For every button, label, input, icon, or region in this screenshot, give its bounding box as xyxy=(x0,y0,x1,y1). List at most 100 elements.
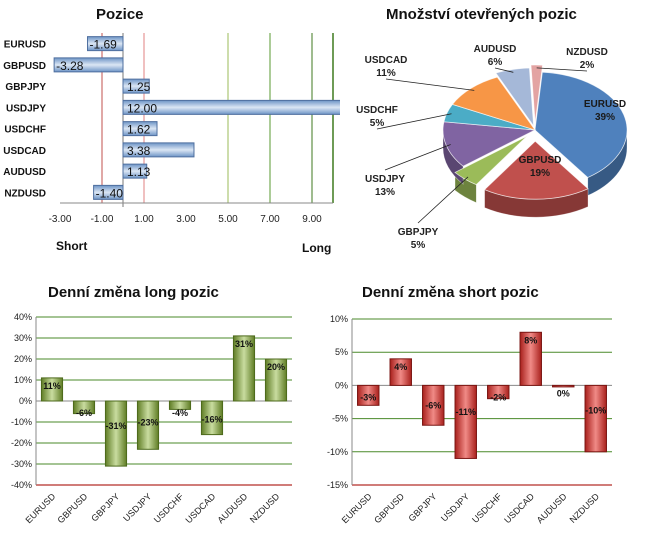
category-label: GBPUSD xyxy=(55,491,89,525)
value-label: 31% xyxy=(235,339,253,349)
bar-audusd xyxy=(232,335,256,402)
value-label: 1.62 xyxy=(127,123,151,137)
positions-chart: Pozice EURUSD -1.69 GBPUSD -3.28 GBPJPY 1.25 U… xyxy=(0,0,376,262)
bar-audusd xyxy=(552,384,575,388)
value-label: 11% xyxy=(43,381,61,391)
y-tick-label: 10% xyxy=(14,375,32,385)
value-label: 1.25 xyxy=(127,80,151,94)
slice-percent-label: 5% xyxy=(411,240,426,251)
short-label: Short xyxy=(56,239,87,253)
y-tick-label: 5% xyxy=(335,347,348,357)
y-tick-label: -20% xyxy=(11,438,32,448)
x-tick-label: 3.00 xyxy=(176,214,196,225)
value-label: -4% xyxy=(172,408,188,418)
bar-gbpjpy xyxy=(422,384,445,426)
slice-eurusd xyxy=(534,71,628,178)
x-tick-label: 5.00 xyxy=(218,214,238,225)
y-tick-label: -15% xyxy=(327,480,348,490)
value-label: -10% xyxy=(585,406,606,416)
value-label: -1.69 xyxy=(90,38,118,52)
value-label: -2% xyxy=(490,392,506,402)
category-label: USDJPY xyxy=(121,491,153,523)
bar-usdchf xyxy=(168,400,192,410)
x-tick-label: 1.00 xyxy=(134,214,154,225)
pie-chart-title: Množství otevřených pozic xyxy=(386,6,577,23)
leader-line xyxy=(536,67,588,72)
value-label: -3.28 xyxy=(56,59,84,73)
slice-percent-label: 13% xyxy=(375,187,395,198)
bar-usdjpy xyxy=(136,400,160,450)
slice-gbpusd xyxy=(483,140,589,200)
value-label: -6% xyxy=(425,400,441,410)
category-label: USDCHF xyxy=(4,125,46,136)
category-label: GBPUSD xyxy=(372,491,406,525)
leader-line xyxy=(417,176,469,224)
slice-name-label: AUDUSD xyxy=(474,44,517,55)
long-label: Long xyxy=(302,241,331,255)
slice-name-label: GBPJPY xyxy=(398,227,439,238)
value-label: -1.40 xyxy=(96,186,124,200)
bar-usdchf xyxy=(487,384,510,400)
short-change-chart-title: Denní změna short pozic xyxy=(362,284,539,301)
category-label: EURUSD xyxy=(23,491,57,525)
value-label: 3.38 xyxy=(127,144,151,158)
category-label: GBPJPY xyxy=(406,491,438,523)
category-label: GBPJPY xyxy=(89,491,121,523)
leader-line xyxy=(384,144,451,171)
bar-usdcad xyxy=(122,142,195,158)
bar-eurusd xyxy=(40,377,64,402)
category-label: GBPUSD xyxy=(3,61,46,72)
slice-percent-label: 2% xyxy=(580,60,595,71)
y-tick-label: 30% xyxy=(14,333,32,343)
category-label: AUDUSD xyxy=(535,491,569,525)
category-label: EURUSD xyxy=(4,40,46,51)
category-label: USDCAD xyxy=(183,491,217,525)
y-tick-label: 0% xyxy=(19,396,32,406)
slice-name-label: NZDUSD xyxy=(566,47,608,58)
slice-name-label: GBPUSD xyxy=(519,155,562,166)
bar-usdcad xyxy=(200,400,224,436)
y-tick-label: 40% xyxy=(14,312,32,322)
leader-line xyxy=(376,113,452,130)
bar-usdcad xyxy=(519,331,542,386)
slice-percent-label: 5% xyxy=(370,118,385,129)
slice-percent-label: 11% xyxy=(376,68,396,79)
value-label: 20% xyxy=(267,362,285,372)
slice-name-label: USDCHF xyxy=(356,105,398,116)
long-change-chart-title: Denní změna long pozic xyxy=(48,284,219,301)
bar-nzdusd xyxy=(264,358,288,402)
slice-name-label: USDJPY xyxy=(365,174,405,185)
bar-gbpjpy xyxy=(104,400,128,467)
pie-chart-svg: EURUSD 39% GBPUSD 19% GBPJPY 5% USDJPY 13% USDCH… xyxy=(356,44,628,251)
y-tick-label: 20% xyxy=(14,354,32,364)
category-label: USDJPY xyxy=(439,491,471,523)
slice-usdjpy xyxy=(442,121,537,167)
long-change-chart: Denní změna long pozic -40% -30% -20% -10% 0… xyxy=(0,278,320,535)
positions-chart-svg: EURUSD -1.69 GBPUSD -3.28 GBPJPY 1.25 USDJPY 12… xyxy=(3,33,376,255)
slice-nzdusd xyxy=(530,64,543,124)
x-tick-label: -1.00 xyxy=(91,214,114,225)
value-label: -3% xyxy=(360,392,376,402)
value-label: 8% xyxy=(524,335,537,345)
y-tick-label: -30% xyxy=(11,459,32,469)
category-label: USDJPY xyxy=(6,103,46,114)
positions-chart-title: Pozice xyxy=(96,6,144,23)
bar-usdchf xyxy=(122,121,158,137)
value-label: -23% xyxy=(137,418,158,428)
category-label: NZDUSD xyxy=(568,491,602,525)
value-label: -6% xyxy=(76,408,92,418)
short-change-chart: Denní změna short pozic -15% -10% -5% 0% 5% 1… xyxy=(320,278,657,535)
category-label: USDCHF xyxy=(152,491,186,525)
leader-line xyxy=(385,78,475,91)
bar-gbpusd xyxy=(72,400,96,415)
open-positions-pie-chart: Množství otevřených pozic EURUSD 39% GBPUS… xyxy=(340,0,657,270)
category-label: USDCAD xyxy=(3,146,46,157)
y-tick-label: -10% xyxy=(327,447,348,457)
value-label: -16% xyxy=(201,415,222,425)
bar-usdjpy xyxy=(454,384,477,459)
x-tick-label: -3.00 xyxy=(49,214,72,225)
y-tick-label: -40% xyxy=(11,480,32,490)
bar-gbpjpy xyxy=(122,78,150,94)
category-label: AUDUSD xyxy=(215,491,249,525)
bar-eurusd xyxy=(357,384,380,406)
